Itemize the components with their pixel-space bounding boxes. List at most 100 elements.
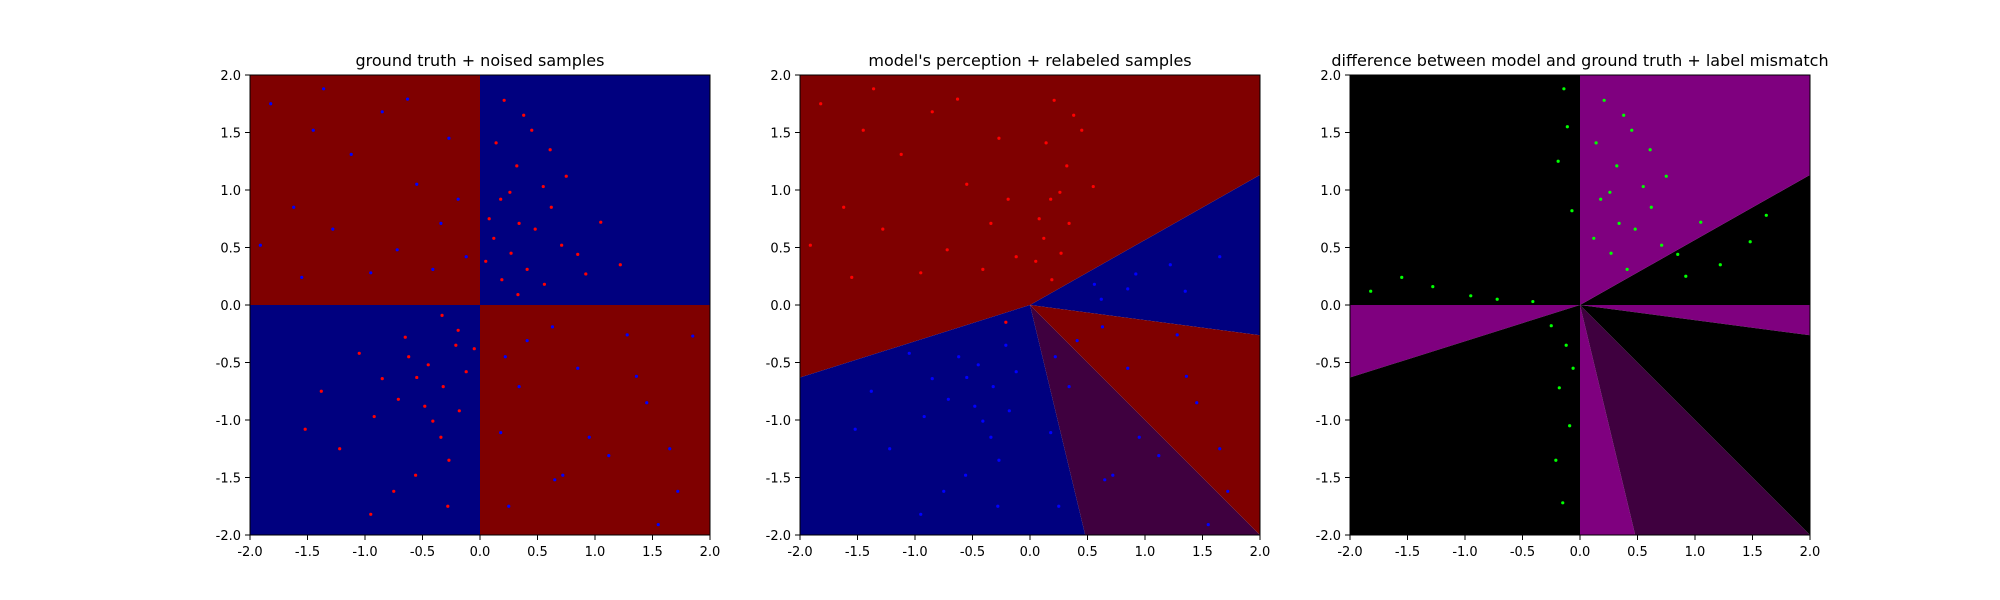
data-point [691, 334, 695, 338]
data-point [1400, 275, 1404, 279]
data-point [584, 272, 588, 276]
data-point [431, 267, 435, 271]
data-point [1622, 113, 1626, 117]
data-point [1609, 251, 1613, 255]
data-point [645, 401, 649, 405]
data-point [292, 205, 296, 209]
data-point [1764, 213, 1768, 217]
data-point [955, 97, 960, 101]
data-point [607, 454, 611, 458]
data-point [1037, 217, 1041, 221]
data-point [1664, 174, 1668, 178]
data-point [618, 263, 622, 267]
data-point [965, 375, 969, 380]
x-tick-label: 2.0 [1250, 545, 1271, 560]
difference-region-9 [1580, 305, 1810, 535]
data-point [1226, 489, 1230, 493]
data-point [945, 248, 949, 252]
data-point [1615, 164, 1619, 168]
data-point [322, 87, 326, 91]
y-tick-label: 1.5 [1320, 127, 1341, 142]
data-point [1042, 236, 1046, 240]
data-point [989, 435, 993, 439]
data-point [441, 385, 445, 389]
x-tick-label: 0.5 [1627, 545, 1648, 560]
y-tick-label: -1.5 [766, 472, 791, 487]
y-tick-label: -0.5 [766, 357, 791, 372]
data-point [576, 366, 580, 370]
data-point [525, 339, 529, 343]
data-point [1184, 374, 1188, 378]
data-point [440, 313, 444, 317]
y-tick-label: 1.5 [220, 127, 241, 142]
data-point [625, 333, 629, 337]
data-point [1059, 251, 1063, 255]
x-tick-label: 1.5 [642, 545, 663, 560]
data-point [1633, 227, 1637, 231]
data-point [396, 397, 400, 401]
difference-region-6 [1350, 305, 1580, 535]
data-point [508, 190, 512, 194]
data-point [1625, 267, 1629, 271]
region-top-left [250, 75, 480, 305]
x-tick-label: -1.5 [845, 545, 870, 560]
data-point [965, 182, 969, 186]
data-point [872, 87, 876, 91]
data-point [1660, 243, 1664, 247]
data-point [996, 504, 1000, 508]
data-point [869, 389, 873, 393]
x-tick-label: -1.0 [352, 545, 377, 560]
plot-area [800, 75, 1260, 535]
data-point [1100, 325, 1105, 329]
data-point [487, 217, 491, 221]
x-tick-label: 2.0 [1800, 545, 1821, 560]
difference-region-7 [1580, 305, 1636, 535]
data-point [1748, 240, 1752, 244]
y-tick-label: 1.0 [770, 184, 791, 199]
data-point [515, 164, 519, 168]
difference-region-5 [1350, 305, 1580, 378]
y-tick-label: -1.0 [216, 414, 241, 429]
data-point [1067, 385, 1071, 389]
y-tick-label: -0.5 [1316, 357, 1341, 372]
data-point [861, 128, 865, 132]
y-tick-label: -1.5 [216, 472, 241, 487]
y-tick-label: 0.0 [220, 299, 241, 314]
y-tick-label: -1.0 [766, 414, 791, 429]
x-tick-label: -1.5 [1395, 545, 1420, 560]
data-point [464, 255, 468, 259]
data-point [311, 128, 315, 132]
data-point [525, 267, 529, 271]
data-point [1006, 197, 1010, 201]
data-point [380, 377, 384, 381]
x-tick-label: 0.5 [1077, 545, 1098, 560]
chart-title: difference between model and ground trut… [1331, 51, 1828, 70]
region-top-right [480, 75, 710, 305]
data-point [1608, 190, 1612, 194]
data-point [1034, 259, 1038, 263]
y-tick-label: 0.5 [770, 242, 791, 257]
x-tick-label: 0.0 [470, 545, 491, 560]
x-tick-label: -1.5 [295, 545, 320, 560]
y-tick-label: -2.0 [1316, 529, 1341, 544]
data-point [1195, 401, 1199, 405]
model-region-1 [1030, 174, 1260, 336]
data-point [1053, 355, 1057, 359]
data-point [530, 128, 534, 132]
data-point [1617, 221, 1621, 225]
data-point [423, 404, 427, 408]
x-tick-label: 1.0 [1135, 545, 1156, 560]
x-tick-label: 0.5 [527, 545, 548, 560]
data-point [888, 447, 892, 451]
x-tick-label: -0.5 [1510, 545, 1535, 560]
data-point [1111, 473, 1115, 477]
x-tick-label: 1.5 [1192, 545, 1213, 560]
y-tick-label: 2.0 [1320, 69, 1341, 84]
plot-area [250, 75, 710, 535]
data-point [319, 389, 323, 393]
data-point [1065, 164, 1069, 168]
data-point [522, 113, 526, 117]
data-point [1168, 263, 1172, 267]
data-point [549, 205, 553, 209]
data-point [564, 174, 568, 178]
